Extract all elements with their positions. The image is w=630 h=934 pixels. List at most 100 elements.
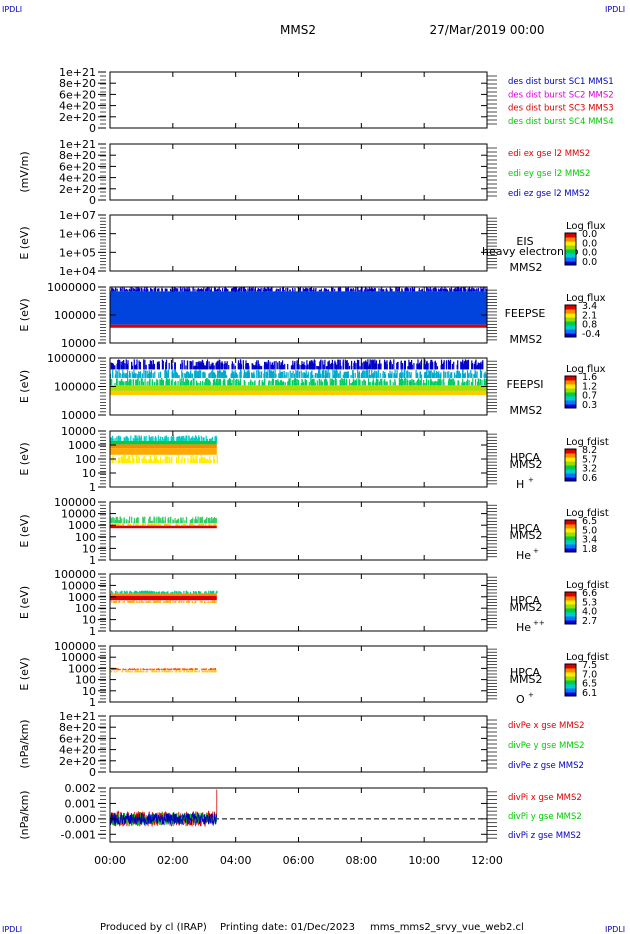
spectrogram-pixel <box>287 288 289 292</box>
x-tick-label: 06:00 <box>283 854 315 867</box>
spectrogram-pixel <box>355 363 357 370</box>
spectrogram-pixel <box>394 369 396 378</box>
spectrogram-pixel <box>184 382 186 386</box>
spectrogram-pixel <box>260 365 262 370</box>
spectrogram-pixel <box>345 371 347 378</box>
spectrogram-pixel <box>240 370 242 378</box>
spectrogram-pixel <box>151 601 153 603</box>
spectrogram-pixel <box>200 435 202 441</box>
spectrogram-pixel <box>213 378 215 386</box>
spectrogram-pixel <box>170 668 172 671</box>
spectrogram-pixel <box>153 523 155 526</box>
spectrogram-pixel <box>481 288 483 292</box>
spectrogram-pixel <box>116 668 118 671</box>
spectrogram-pixel <box>212 383 214 386</box>
spectrogram-pixel <box>410 363 412 370</box>
spectrogram-pixel <box>408 288 410 292</box>
spectrogram-pixel <box>175 524 177 526</box>
spectrogram-pixel <box>294 378 297 386</box>
spectrogram-pixel <box>156 600 158 603</box>
spectrogram-pixel <box>484 382 486 386</box>
spectrogram-pixel <box>161 591 164 594</box>
spectrogram-pixel <box>112 602 114 603</box>
spectrogram-pixel <box>198 437 200 441</box>
spectrogram-pixel <box>180 436 182 441</box>
spectrogram-pixel <box>138 591 141 594</box>
spectrogram-band <box>110 595 217 601</box>
spectrogram-pixel <box>198 288 200 292</box>
spectrogram-pixel <box>475 359 477 370</box>
spectrogram-pixel <box>157 380 159 386</box>
colorbar-title: Log fdist <box>566 437 609 448</box>
spectrogram-pixel <box>346 371 349 378</box>
spectrogram-pixel <box>128 670 130 673</box>
y-tick-label: 0.002 <box>65 782 97 795</box>
spectrogram-pixel <box>310 380 313 386</box>
spectrogram-pixel <box>376 380 378 386</box>
spectrogram-pixel <box>424 371 427 378</box>
spectrogram-pixel <box>398 383 400 386</box>
colorbar-segment <box>565 668 576 673</box>
spectrogram-pixel <box>110 520 112 524</box>
spectrogram-pixel <box>137 374 139 378</box>
spectrogram-pixel <box>151 289 153 292</box>
y-tick-label: 100000 <box>54 381 96 394</box>
spectrogram-pixel <box>471 360 473 370</box>
spectrogram-pixel <box>312 289 314 292</box>
spectrogram-pixel <box>448 362 450 370</box>
spectrogram-pixel <box>231 361 233 370</box>
spectrogram-pixel <box>189 671 191 673</box>
spectrogram-pixel <box>335 362 337 370</box>
colorbar-segment <box>565 384 576 389</box>
spectrogram-pixel <box>412 379 415 386</box>
spectrogram-pixel <box>302 287 304 292</box>
spectrogram-pixel <box>176 436 178 441</box>
spectrogram-pixel <box>110 362 112 370</box>
spectrogram-pixel <box>136 668 138 671</box>
spectrogram-pixel <box>130 435 132 441</box>
spectrogram-pixel <box>359 366 361 370</box>
y-tick-label: 10 <box>82 685 96 698</box>
spectrogram-pixel <box>467 378 469 386</box>
spectrogram-pixel <box>171 370 173 378</box>
spectrogram-pixel <box>110 590 113 594</box>
plot-area <box>110 789 487 827</box>
spectrogram-pixel <box>319 289 321 292</box>
spectrogram-band <box>110 525 217 529</box>
colorbar-tick-label: 5.0 <box>582 525 597 536</box>
spectrogram-pixel <box>184 520 186 524</box>
spectrogram-pixel <box>161 359 163 370</box>
y-axis-label: E (eV) <box>18 298 31 331</box>
spectrogram-pixel <box>202 360 204 370</box>
y-tick-label: 10 <box>82 542 96 555</box>
spectrogram-pixel <box>399 379 401 386</box>
spectrogram-pixel <box>113 668 115 671</box>
spectrogram-pixel <box>367 359 369 370</box>
spectrogram-pixel <box>161 671 163 673</box>
spectrogram-pixel <box>186 524 189 526</box>
spectrogram-pixel <box>188 435 190 441</box>
spectrogram-pixel <box>191 668 193 671</box>
spectrogram-pixel <box>190 361 192 370</box>
spectrogram-pixel <box>197 371 199 378</box>
spectrogram-pixel <box>197 361 199 370</box>
spectrogram-pixel <box>134 590 136 594</box>
spectrogram-pixel <box>293 378 295 386</box>
spectrogram-pixel <box>110 373 112 378</box>
spectrogram-pixel <box>272 365 275 370</box>
spectrogram-pixel <box>162 360 164 370</box>
spectrogram-pixel <box>213 365 215 370</box>
spectrogram-pixel <box>121 590 123 594</box>
spectrogram-pixel <box>120 456 122 464</box>
spectrogram-pixel <box>190 521 192 524</box>
spectrogram-pixel <box>244 372 247 378</box>
y-tick-label: 1000000 <box>47 281 96 294</box>
spectrogram-pixel <box>441 379 443 386</box>
corner-logo-bottom-left: IPDLI <box>2 925 22 934</box>
spectrogram-pixel <box>299 287 301 292</box>
spectrogram-pixel <box>164 523 166 526</box>
spectrogram-pixel <box>178 436 181 441</box>
spectrogram-pixel <box>194 370 196 378</box>
spectrogram-pixel <box>475 374 477 378</box>
